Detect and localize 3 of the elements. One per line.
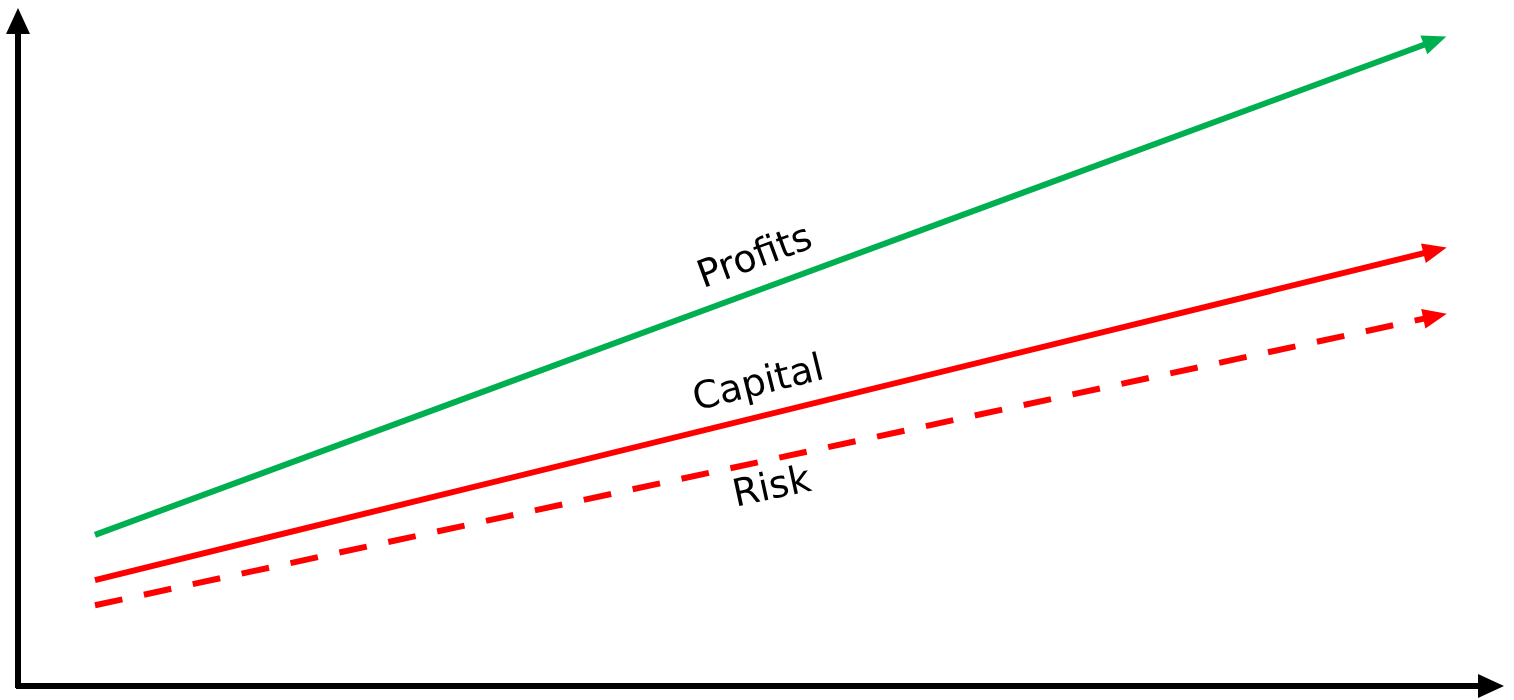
text: Capital xyxy=(687,344,828,420)
text: Profits xyxy=(690,214,818,297)
text: Risk xyxy=(728,456,815,516)
